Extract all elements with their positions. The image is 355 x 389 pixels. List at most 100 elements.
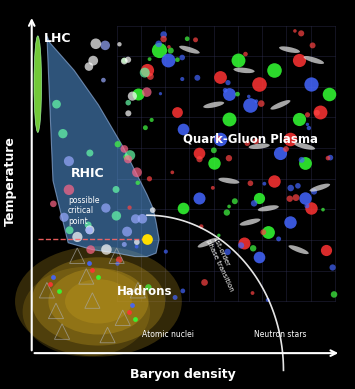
Point xyxy=(308,205,313,211)
Point xyxy=(115,261,120,267)
Point xyxy=(75,234,80,240)
Point xyxy=(54,101,59,107)
Point xyxy=(130,93,135,99)
Point xyxy=(197,156,202,162)
Point xyxy=(256,254,262,260)
Point xyxy=(246,93,252,100)
Point xyxy=(326,91,332,98)
Point xyxy=(251,200,257,207)
Point xyxy=(100,77,106,83)
Point xyxy=(226,155,232,161)
Point xyxy=(245,140,250,146)
Point xyxy=(184,36,190,42)
Point xyxy=(250,290,255,296)
Point xyxy=(121,241,127,247)
Point xyxy=(147,56,152,62)
Point xyxy=(217,136,223,142)
Point xyxy=(225,249,230,255)
Point xyxy=(144,89,149,95)
Ellipse shape xyxy=(248,144,270,149)
Point xyxy=(116,257,122,263)
Ellipse shape xyxy=(234,68,255,73)
Point xyxy=(156,47,162,53)
Point xyxy=(127,152,133,158)
Point xyxy=(198,223,204,230)
Text: Quark-Gluon Plasma: Quark-Gluon Plasma xyxy=(184,133,318,146)
Ellipse shape xyxy=(310,184,330,192)
Ellipse shape xyxy=(179,46,200,54)
Point xyxy=(256,195,262,201)
Ellipse shape xyxy=(240,219,261,226)
Text: Baryon density: Baryon density xyxy=(131,368,236,381)
Ellipse shape xyxy=(289,245,309,254)
Point xyxy=(127,205,132,211)
Point xyxy=(302,160,307,166)
Point xyxy=(288,185,294,191)
Point xyxy=(262,180,267,187)
Point xyxy=(296,57,301,63)
Point xyxy=(124,228,130,235)
Ellipse shape xyxy=(198,238,218,247)
Point xyxy=(287,136,293,142)
Ellipse shape xyxy=(15,246,182,357)
Point xyxy=(314,110,320,116)
Point xyxy=(296,116,301,122)
Point xyxy=(247,102,253,108)
Point xyxy=(165,57,171,63)
Point xyxy=(172,294,178,301)
Text: RHIC: RHIC xyxy=(71,167,105,180)
Point xyxy=(161,32,166,38)
Point xyxy=(150,207,155,213)
Point xyxy=(149,117,154,123)
Point xyxy=(86,63,92,70)
Point xyxy=(226,91,232,98)
Point xyxy=(132,315,138,322)
Point xyxy=(181,205,186,211)
Point xyxy=(50,201,56,207)
Point xyxy=(224,209,230,216)
Point xyxy=(125,57,131,63)
Point xyxy=(146,284,151,291)
Ellipse shape xyxy=(203,102,224,108)
Ellipse shape xyxy=(258,205,279,211)
Point xyxy=(134,239,140,245)
Point xyxy=(168,47,174,54)
Ellipse shape xyxy=(218,178,239,184)
Point xyxy=(293,194,299,201)
Point xyxy=(115,141,121,147)
Point xyxy=(283,146,289,152)
Point xyxy=(235,91,240,97)
Point xyxy=(232,198,237,204)
Point xyxy=(89,267,95,273)
Point xyxy=(323,247,329,253)
Text: LHC: LHC xyxy=(44,32,71,46)
Point xyxy=(298,30,304,37)
Point xyxy=(330,265,335,271)
Text: Temperature: Temperature xyxy=(4,136,17,226)
Point xyxy=(238,242,244,249)
Point xyxy=(302,195,307,201)
Point xyxy=(226,203,232,210)
Point xyxy=(133,216,138,222)
Point xyxy=(222,87,228,93)
Point xyxy=(211,160,217,166)
Point xyxy=(161,36,166,42)
Point xyxy=(113,186,119,193)
Point xyxy=(250,245,256,251)
Point xyxy=(305,121,310,128)
Point xyxy=(67,227,72,233)
Ellipse shape xyxy=(48,268,148,335)
Point xyxy=(66,158,72,164)
Point xyxy=(193,37,198,43)
Point xyxy=(299,157,305,163)
Point xyxy=(126,308,132,315)
Ellipse shape xyxy=(34,36,42,132)
Point xyxy=(125,100,131,106)
Point xyxy=(180,288,186,294)
Text: possible
critical
point: possible critical point xyxy=(68,196,100,226)
Point xyxy=(217,74,223,81)
Point xyxy=(320,207,326,213)
Point xyxy=(148,74,153,80)
Ellipse shape xyxy=(32,257,165,345)
Point xyxy=(195,75,200,81)
